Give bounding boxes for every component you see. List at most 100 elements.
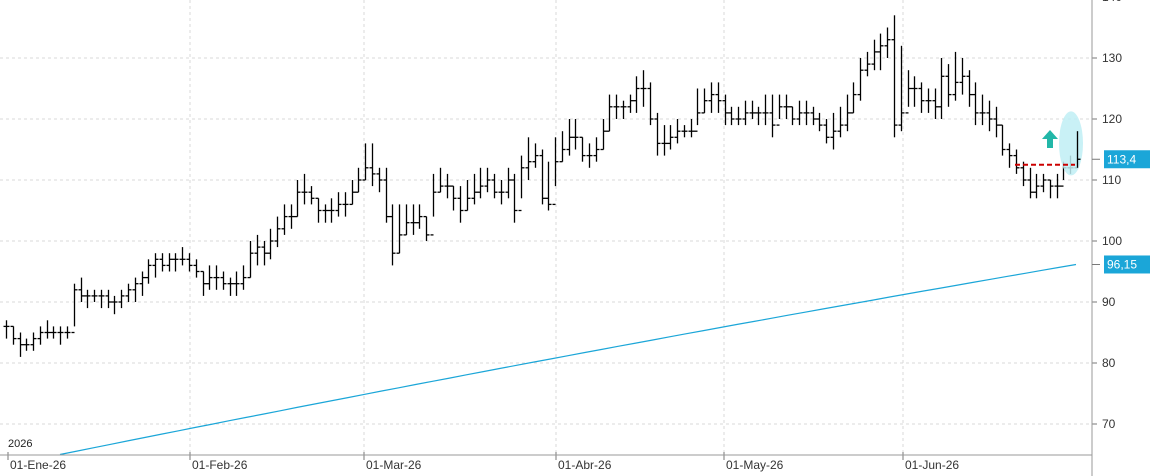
ohlc-bar — [57, 326, 64, 345]
ohlc-bar — [389, 204, 396, 266]
ohlc-bar — [491, 173, 498, 199]
last-price-badge: 113,4 — [1092, 150, 1150, 169]
ohlc-bar — [335, 192, 342, 217]
ohlc-bar — [600, 119, 607, 151]
ohlc-bar — [918, 82, 925, 113]
ohlc-bar — [98, 289, 105, 309]
last-price-badge-text: 113,4 — [1107, 152, 1136, 166]
ohlc-bar — [959, 58, 966, 95]
ohlc-bar — [661, 125, 668, 156]
ohlc-bar — [172, 253, 179, 272]
ohlc-bar — [91, 289, 98, 302]
ohlc-bar — [267, 228, 274, 260]
moving-average-layer — [59, 263, 1077, 456]
ohlc-bar — [572, 119, 579, 150]
ohlc-bar — [938, 58, 945, 119]
ohlc-bar — [952, 51, 959, 101]
ohlc-bar — [152, 253, 159, 278]
ohlc-bar — [728, 106, 735, 126]
y-tick-label: 100 — [1102, 234, 1122, 248]
ohlc-bar — [105, 289, 112, 309]
last-price-badge-bg — [1104, 150, 1150, 169]
ohlc-bar — [132, 277, 139, 302]
ohlc-bar — [213, 265, 220, 290]
x-tick-label: 01-Jun-26 — [905, 458, 959, 472]
ohlc-bar — [539, 149, 546, 205]
ohlc-bar — [586, 143, 593, 168]
ohlc-bar — [593, 137, 600, 162]
ohlc-bar — [1027, 167, 1034, 199]
ohlc-bar — [1020, 161, 1027, 187]
ohlc-bar — [315, 197, 322, 223]
ohlc-bar — [844, 94, 851, 132]
up-arrow-icon — [1042, 130, 1058, 148]
ohlc-bar — [816, 112, 823, 132]
ohlc-bar — [498, 180, 505, 205]
ohlc-bar — [830, 112, 837, 150]
ohlc-bar — [139, 271, 146, 296]
ohlc-bar — [905, 70, 912, 114]
ohlc-bar — [932, 88, 939, 119]
ohlc-bar — [78, 277, 85, 302]
ohlc-bar — [715, 82, 722, 113]
ohlc-bar — [722, 94, 729, 126]
x-tick-label: 01-Mar-26 — [366, 458, 422, 472]
ohlc-bar — [708, 82, 715, 113]
ohlc-bar — [755, 106, 762, 126]
y-tick-label: 120 — [1102, 112, 1122, 126]
x-tick-label: 01-May-26 — [726, 458, 784, 472]
ohlc-bar — [261, 241, 268, 266]
ohlc-bar — [993, 106, 1000, 138]
ohlc-bar — [254, 234, 261, 266]
moving-average-badge: 96,15 — [1092, 255, 1150, 274]
highlight-ellipse — [1059, 111, 1083, 176]
ohlc-bar — [37, 326, 44, 345]
ohlc-bar — [525, 137, 532, 180]
ohlc-bar — [457, 186, 464, 223]
ohlc-bar — [810, 106, 817, 126]
ohlc-bar — [674, 119, 681, 144]
ohlc-bar — [200, 270, 207, 296]
ohlc-bar — [362, 143, 369, 181]
ohlc-bar — [749, 100, 756, 119]
ohlc-bar — [681, 125, 688, 138]
ohlc-bar — [789, 106, 796, 126]
ohlc-bar — [803, 100, 810, 126]
ohlc-bar — [1040, 173, 1047, 193]
ohlc-bar — [1013, 149, 1020, 174]
ohlc-bar — [518, 155, 525, 212]
ohlc-bar — [396, 204, 403, 254]
ohlc-bar — [416, 204, 423, 229]
ohlc-bar — [898, 45, 905, 132]
annotations — [1015, 111, 1083, 176]
ohlc-bar — [1054, 173, 1061, 199]
ohlc-bar — [30, 332, 37, 351]
ohlc-bar — [17, 332, 24, 357]
x-tick-label: 01-Abr-26 — [558, 458, 612, 472]
ohlc-bar — [328, 198, 335, 223]
ohlc-bar — [1006, 143, 1013, 168]
ohlc-bar — [613, 94, 620, 119]
ohlc-bar — [44, 320, 51, 339]
ohlc-bar — [403, 204, 410, 236]
ohlc-bar — [1033, 173, 1040, 199]
ohlc-bar — [166, 253, 173, 272]
ohlc-bar — [559, 131, 566, 163]
ohlc-bar — [972, 82, 979, 126]
ohlc-bar — [511, 173, 518, 223]
ohlc-bar — [50, 326, 57, 339]
ohlc-bar — [206, 265, 213, 290]
ohlc-bar — [322, 204, 329, 223]
ohlc-bar — [64, 326, 71, 339]
ohlc-bar — [552, 137, 559, 206]
ohlc-bar — [227, 277, 234, 296]
ohlc-bar — [247, 241, 254, 279]
y-tick-label: 140 — [1102, 0, 1122, 4]
ohlc-bar — [349, 180, 356, 206]
ohlc-bar — [294, 180, 301, 218]
ohlc-bar — [579, 136, 586, 162]
ohlc-bar — [471, 173, 478, 205]
ohlc-bar — [850, 82, 857, 114]
